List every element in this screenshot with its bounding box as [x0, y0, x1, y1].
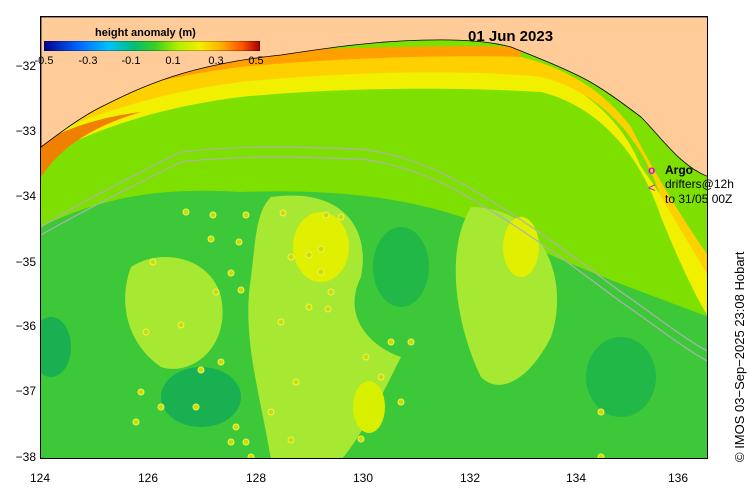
lat-tick-label: −37	[15, 384, 36, 398]
float-marker	[137, 388, 145, 396]
lon-tick-label: 132	[459, 471, 481, 485]
float-marker	[377, 373, 385, 381]
float-marker	[157, 403, 165, 411]
float-marker	[235, 238, 243, 246]
anomaly-pocket	[161, 367, 241, 427]
lat-tick-label: −35	[15, 255, 36, 269]
colorbar	[44, 41, 260, 51]
float-marker	[597, 453, 605, 458]
height-anomaly-map	[41, 17, 707, 458]
lat-tick-label: −32	[15, 59, 36, 73]
float-marker	[305, 251, 313, 259]
colorbar-tick: 0.1	[165, 55, 181, 67]
lon-tick-label: 124	[29, 471, 51, 485]
lon-tick-label: 126	[137, 471, 159, 485]
float-marker	[209, 211, 217, 219]
float-marker	[227, 438, 235, 446]
anomaly-pocket	[586, 337, 656, 417]
lon-tick-label: 134	[565, 471, 587, 485]
float-marker	[337, 213, 345, 221]
float-marker	[182, 208, 190, 216]
float-marker	[192, 403, 200, 411]
colorbar-tick: -0.5	[34, 55, 54, 67]
anomaly-coastal-band	[41, 112, 141, 177]
float-marker	[407, 338, 415, 346]
bathymetry-contour	[41, 156, 707, 362]
float-marker	[237, 286, 245, 294]
float-marker	[305, 303, 313, 311]
float-marker	[324, 305, 332, 313]
copyright-credit: © IMOS 03−Sep−2025 23:08 Hobart	[732, 251, 747, 463]
lon-tick-label: 130	[352, 471, 374, 485]
float-marker	[207, 235, 215, 243]
lon-tick-label: 136	[667, 471, 689, 485]
drifter-symbol-icon: <	[648, 180, 656, 195]
float-marker	[362, 353, 370, 361]
bathymetry-contour	[41, 146, 707, 352]
float-marker	[287, 436, 295, 444]
lat-tick-label: −36	[15, 319, 36, 333]
float-marker	[247, 453, 255, 458]
float-markers	[132, 208, 605, 458]
float-marker	[287, 253, 295, 261]
argo-symbol-icon: o	[648, 163, 656, 177]
lat-tick-label: −34	[15, 189, 36, 203]
float-marker	[597, 408, 605, 416]
map-date: 01 Jun 2023	[468, 28, 554, 45]
land-mass	[41, 17, 707, 177]
float-marker	[292, 378, 300, 386]
float-marker	[397, 398, 405, 406]
float-marker	[242, 438, 250, 446]
colorbar-tick: 0.5	[248, 55, 264, 67]
lat-tick-label: −38	[15, 450, 36, 464]
float-marker	[357, 435, 365, 443]
colorbar-tick: -0.3	[78, 55, 98, 67]
anomaly-high	[353, 381, 385, 433]
float-marker	[177, 321, 185, 329]
float-marker	[132, 418, 140, 426]
float-marker	[242, 211, 250, 219]
anomaly-region-patch	[125, 257, 223, 369]
anomaly-pocket	[41, 317, 71, 377]
anomaly-high	[503, 217, 539, 277]
float-marker	[317, 268, 325, 276]
colorbar-tick: -0.1	[121, 55, 141, 67]
map-panel	[40, 16, 708, 459]
float-marker	[317, 245, 325, 253]
lat-tick-label: −33	[15, 124, 36, 138]
float-marker	[149, 258, 157, 266]
float-marker	[277, 318, 285, 326]
drifter-legend-label-2: to 31/05 00Z	[665, 192, 733, 206]
drifter-legend-label: drifters@12h	[665, 177, 734, 191]
float-marker	[232, 423, 240, 431]
float-marker	[327, 288, 335, 296]
float-marker	[212, 288, 220, 296]
float-marker	[217, 358, 225, 366]
float-marker	[227, 269, 235, 277]
lon-tick-label: 128	[245, 471, 267, 485]
float-marker	[142, 328, 150, 336]
float-marker	[197, 366, 205, 374]
colorbar-tick: 0.3	[208, 55, 224, 67]
colorbar-title: height anomaly (m)	[95, 27, 196, 39]
float-marker	[267, 408, 275, 416]
argo-legend-label: Argo	[665, 163, 693, 177]
float-marker	[322, 211, 330, 219]
anomaly-pocket	[373, 227, 429, 307]
float-marker	[387, 338, 395, 346]
float-marker	[279, 209, 287, 217]
